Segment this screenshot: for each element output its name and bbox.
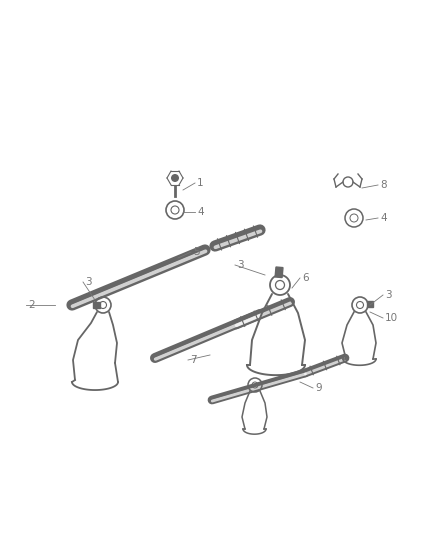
- Text: 6: 6: [302, 273, 309, 283]
- Bar: [367, 301, 373, 307]
- Bar: [93, 302, 100, 308]
- Text: 10: 10: [385, 313, 398, 323]
- Text: 4: 4: [380, 213, 387, 223]
- Text: 8: 8: [380, 180, 387, 190]
- Circle shape: [171, 174, 179, 182]
- Text: 7: 7: [190, 355, 197, 365]
- Text: 1: 1: [197, 178, 204, 188]
- Text: 5: 5: [193, 247, 200, 257]
- Text: 4: 4: [197, 207, 204, 217]
- Text: 2: 2: [28, 300, 35, 310]
- Bar: [275, 267, 283, 278]
- Text: 3: 3: [385, 290, 392, 300]
- Text: 9: 9: [315, 383, 321, 393]
- Text: 3: 3: [85, 277, 92, 287]
- Text: 3: 3: [237, 260, 244, 270]
